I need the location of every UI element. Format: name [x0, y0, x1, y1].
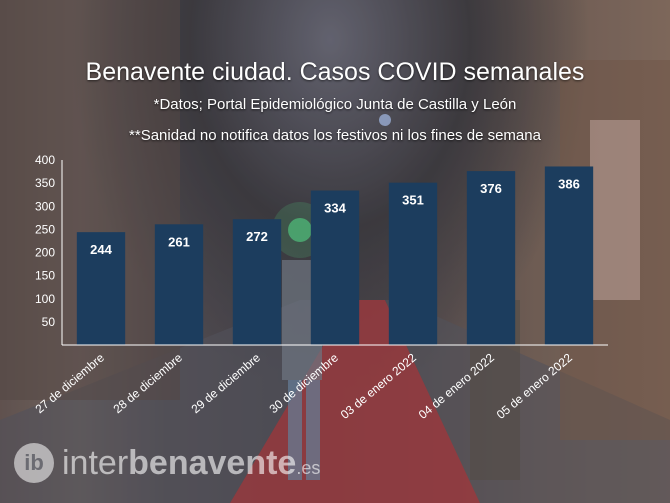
- y-tick-label: 200: [35, 246, 55, 260]
- chart-subtitle-note: **Sanidad no notifica datos los festivos…: [129, 127, 541, 144]
- bar: [466, 171, 516, 345]
- bar: [154, 224, 204, 345]
- x-tick-label: 04 de enero 2022: [416, 350, 497, 421]
- y-tick-label: 400: [35, 153, 55, 167]
- x-tick-label: 03 de enero 2022: [338, 350, 419, 421]
- bar: [388, 182, 438, 345]
- bar-data-label: 376: [480, 181, 502, 196]
- bar: [544, 166, 594, 345]
- y-tick-label: 150: [35, 269, 55, 283]
- y-tick-label: 300: [35, 199, 55, 213]
- bar-data-label: 351: [402, 193, 424, 208]
- y-tick-label: 100: [35, 292, 55, 306]
- bar-data-label: 334: [324, 201, 346, 216]
- bars: 244 261 272 334 351 376 386: [76, 166, 594, 345]
- x-tick-label: 05 de enero 2022: [494, 350, 575, 421]
- x-tick-label: 28 de diciembre: [111, 350, 186, 416]
- logo-text-bold: benavente: [128, 443, 297, 482]
- chart-subtitle-source: *Datos; Portal Epidemiológico Junta de C…: [153, 96, 517, 113]
- bar-data-label: 272: [246, 229, 268, 244]
- x-tick-label: 29 de diciembre: [189, 350, 264, 416]
- bar-data-label: 386: [558, 176, 580, 191]
- bar: [76, 232, 126, 345]
- logo-text-light: inter: [62, 443, 129, 482]
- chart-title: Benavente ciudad. Casos COVID semanales: [85, 58, 585, 86]
- bar-data-label: 261: [168, 234, 190, 249]
- x-tick-label: 27 de diciembre: [33, 350, 108, 416]
- watermark-logo: ib interbenavente.es: [14, 440, 320, 486]
- bar: [310, 190, 360, 345]
- logo-mark: ib: [14, 443, 54, 483]
- y-tick-label: 50: [42, 315, 56, 329]
- bar: [232, 219, 282, 345]
- logo-text: interbenavente.es: [62, 444, 320, 483]
- y-tick-label: 350: [35, 176, 55, 190]
- logo-tld: .es: [296, 457, 321, 478]
- y-axis: 50 100 150 200 250 300 350 400: [35, 153, 63, 345]
- y-tick-label: 250: [35, 222, 55, 236]
- bar-data-label: 244: [90, 242, 112, 257]
- x-axis: 27 de diciembre 28 de diciembre 29 de dici…: [33, 344, 608, 422]
- x-tick-label: 30 de diciembre: [267, 350, 342, 416]
